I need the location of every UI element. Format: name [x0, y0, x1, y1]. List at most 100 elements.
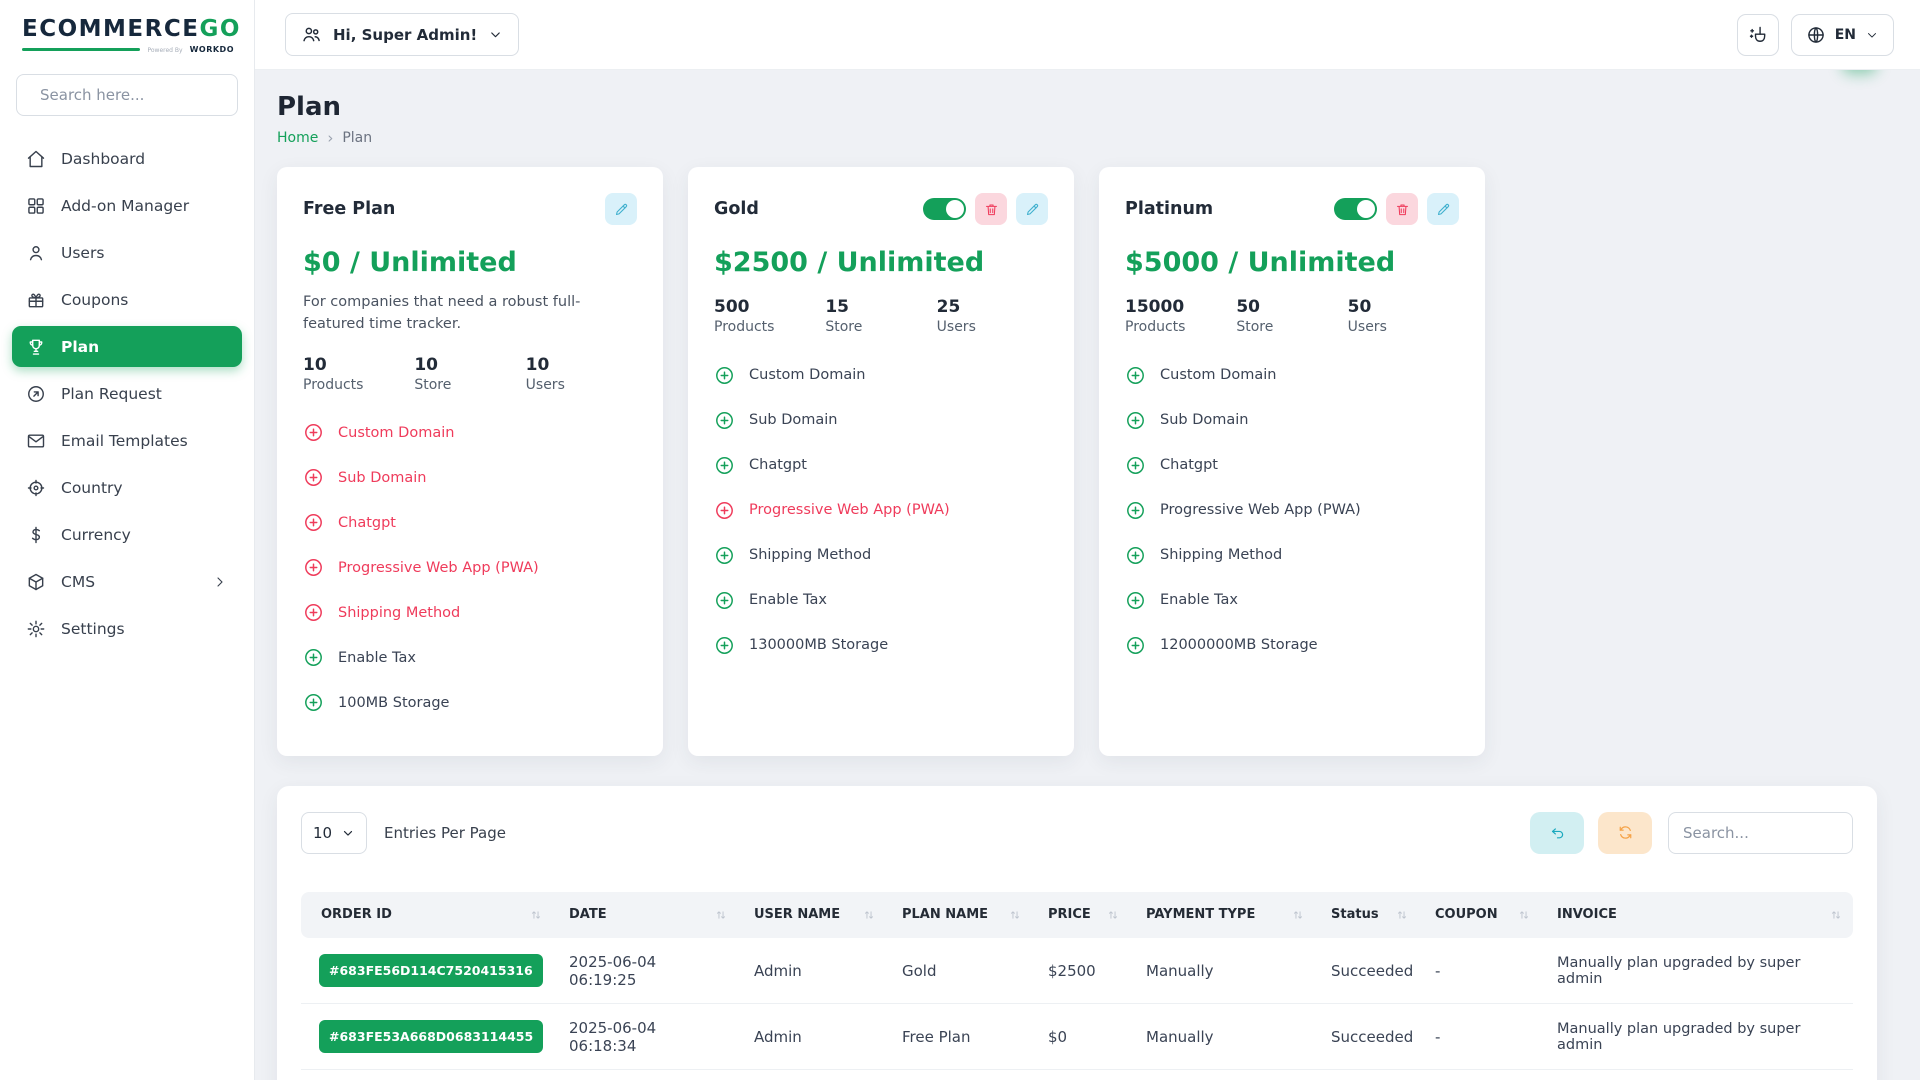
plus-circle-icon [303, 467, 324, 488]
table-row: Manually Succeeded - Manually plan upgra… [301, 1069, 1853, 1080]
arrow-up-right-circle-icon [26, 384, 46, 404]
clear-cache-button[interactable] [1736, 13, 1779, 56]
sort-icon[interactable] [862, 908, 876, 922]
feature-label: Shipping Method [338, 604, 461, 621]
plus-circle-icon [714, 590, 735, 611]
price-cell: $2500 [1032, 937, 1130, 1005]
sidebar-item-plan[interactable]: Plan [12, 326, 242, 367]
sort-icon[interactable] [1106, 908, 1120, 922]
sidebar: ECOMMERCEGO Powered By WORKDO Dashboard … [0, 0, 255, 1080]
plus-circle-icon [714, 365, 735, 386]
plus-circle-icon [714, 410, 735, 431]
plus-circle-icon [303, 692, 324, 713]
plan-feature: Custom Domain [714, 361, 1048, 389]
pencil-icon [1436, 202, 1451, 217]
language-code: EN [1834, 26, 1856, 43]
invoice-cell: Manually plan upgraded by super admin [1541, 1003, 1853, 1071]
plan-stat: 50 Users [1348, 297, 1459, 335]
plan-stat: 10 Products [303, 355, 414, 393]
edit-plan-button[interactable] [605, 193, 637, 225]
table-search-input[interactable] [1668, 811, 1853, 854]
plan-feature: Enable Tax [714, 586, 1048, 614]
stat-label: Store [1236, 319, 1274, 335]
sort-icon[interactable] [714, 908, 728, 922]
sort-icon[interactable] [1008, 908, 1022, 922]
feature-label: 130000MB Storage [749, 637, 889, 653]
sidebar-item-coupons[interactable]: Coupons [12, 279, 242, 320]
chevron-down-icon [341, 826, 355, 840]
plan-feature: Sub Domain [1125, 406, 1459, 434]
breadcrumb-home-link[interactable]: Home [277, 130, 319, 146]
order-id-badge: #683FE53A668D0683114455 [319, 1020, 544, 1054]
plan-features: Custom Domain Sub Domain Chatgpt Progres… [714, 361, 1048, 659]
coupon-cell: - [1419, 1069, 1541, 1080]
feature-label: 100MB Storage [338, 694, 450, 711]
feature-label: 12000000MB Storage [1160, 637, 1318, 653]
table-column-header[interactable]: PRICE [1032, 891, 1130, 938]
plan-stats: 15000 Products 50 Store 50 Users [1125, 297, 1459, 335]
edit-plan-button[interactable] [1427, 193, 1459, 225]
stat-label: Store [414, 376, 452, 393]
feature-label: Custom Domain [1160, 367, 1277, 383]
plan-stat: 25 Users [937, 297, 1048, 335]
table-column-header[interactable]: INVOICE [1541, 891, 1853, 938]
target-icon [26, 478, 46, 498]
chevron-right-icon [212, 574, 228, 590]
sort-icon[interactable] [529, 908, 543, 922]
home-icon [26, 149, 46, 169]
sort-icon[interactable] [1395, 908, 1409, 922]
main-content: Plan Home › Plan Free Plan $0 / Unlimite… [255, 0, 1920, 1080]
table-column-header[interactable]: PLAN NAME [886, 891, 1032, 938]
plus-circle-icon [1125, 500, 1146, 521]
delete-plan-button[interactable] [975, 193, 1007, 225]
logo-brand: WORKDO [189, 45, 234, 54]
sidebar-item-add-on-manager[interactable]: Add-on Manager [12, 185, 242, 226]
table-column-header[interactable]: ORDER ID [301, 891, 553, 938]
feature-label: Chatgpt [749, 457, 807, 473]
orders-table-card: 10 Entries Per Page ORDER ID DATE [277, 785, 1877, 1080]
plan-feature: Enable Tax [303, 644, 637, 672]
stat-label: Store [825, 319, 863, 335]
edit-plan-button[interactable] [1016, 193, 1048, 225]
user-icon [26, 243, 46, 263]
status-cell: Succeeded [1315, 1003, 1419, 1071]
table-column-header[interactable]: USER NAME [738, 891, 886, 938]
sort-icon[interactable] [1829, 908, 1843, 922]
table-column-header[interactable]: PAYMENT TYPE [1130, 891, 1315, 938]
table-column-header[interactable]: DATE [553, 891, 738, 938]
undo-icon [1549, 824, 1566, 841]
plan-active-toggle[interactable] [923, 198, 966, 220]
sidebar-item-dashboard[interactable]: Dashboard [12, 138, 242, 179]
date-cell: 2025-06-04 06:18:34 [553, 1003, 738, 1071]
language-selector[interactable]: EN [1790, 13, 1894, 56]
plus-circle-icon [714, 500, 735, 521]
reset-button[interactable] [1530, 811, 1584, 854]
plan-cell: Gold [886, 937, 1032, 1005]
plus-circle-icon [303, 512, 324, 533]
sort-icon[interactable] [1517, 908, 1531, 922]
plan-stat: 15 Store [825, 297, 936, 335]
sidebar-item-currency[interactable]: Currency [12, 514, 242, 555]
delete-plan-button[interactable] [1386, 193, 1418, 225]
payment-cell: Manually [1130, 1003, 1315, 1071]
sidebar-item-users[interactable]: Users [12, 232, 242, 273]
table-column-header[interactable]: COUPON [1419, 891, 1541, 938]
feature-label: Sub Domain [749, 412, 838, 428]
plan-cards: Free Plan $0 / Unlimited For companies t… [277, 167, 1877, 756]
sort-icon[interactable] [1291, 908, 1305, 922]
table-column-header[interactable]: Status [1315, 891, 1419, 938]
globe-icon [1806, 25, 1826, 45]
stat-label: Products [714, 319, 775, 335]
sidebar-item-country[interactable]: Country [12, 467, 242, 508]
entries-per-page-select[interactable]: 10 [301, 811, 367, 854]
sidebar-search-input[interactable] [40, 86, 234, 104]
user-menu-button[interactable]: Hi, Super Admin! [285, 13, 520, 56]
plan-active-toggle[interactable] [1334, 198, 1377, 220]
sidebar-item-cms[interactable]: CMS [12, 561, 242, 602]
sidebar-item-settings[interactable]: Settings [12, 608, 242, 649]
feature-label: Enable Tax [338, 649, 416, 666]
sidebar-item-plan-request[interactable]: Plan Request [12, 373, 242, 414]
sidebar-item-email-templates[interactable]: Email Templates [12, 420, 242, 461]
plan-stat: 10 Users [526, 355, 637, 393]
refresh-button[interactable] [1598, 811, 1652, 854]
